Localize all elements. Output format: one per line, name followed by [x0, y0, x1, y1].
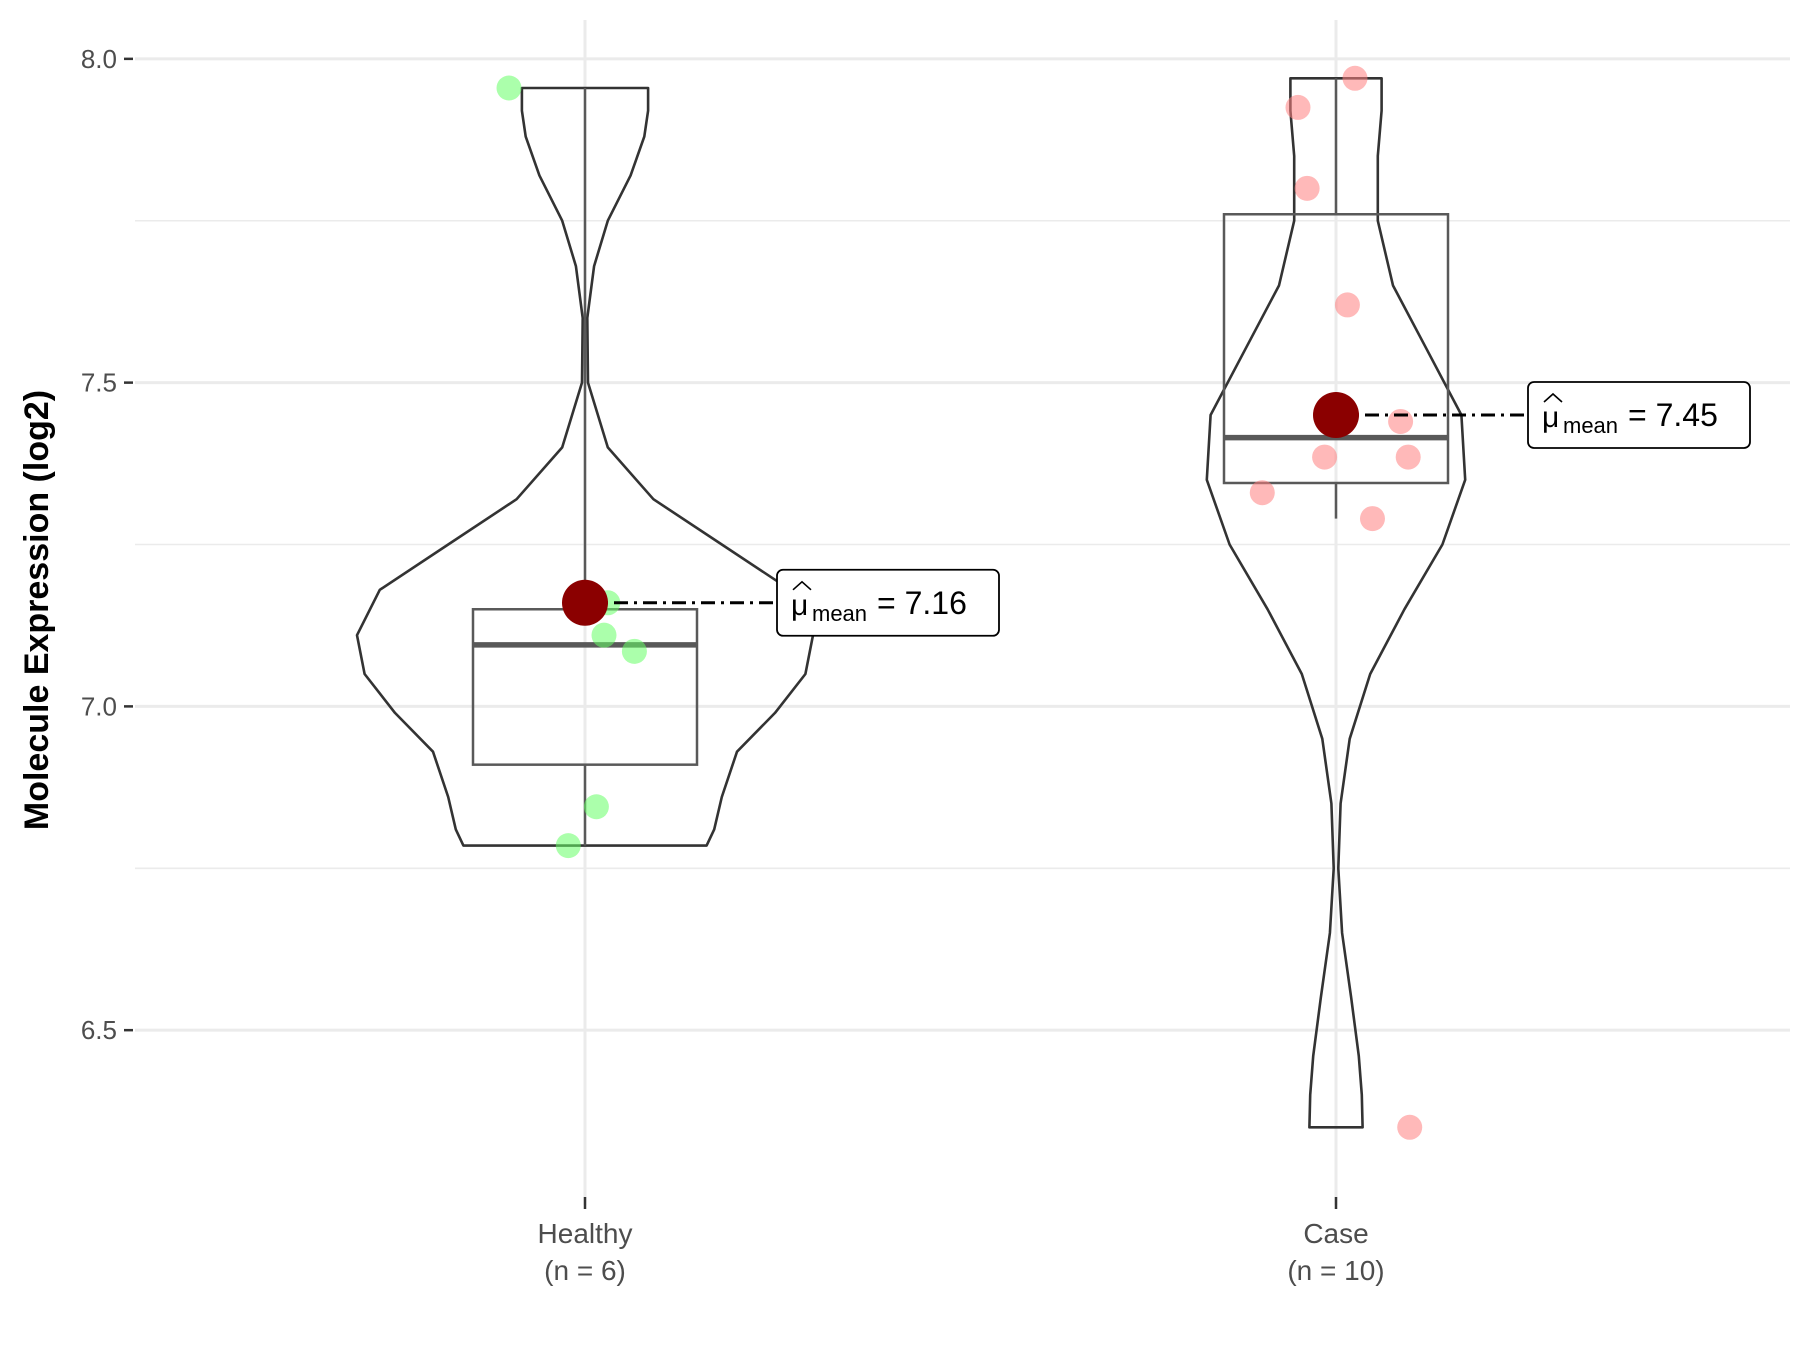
y-tick-label: 7.0 — [81, 691, 117, 721]
data-point — [1334, 292, 1360, 318]
data-point — [1342, 65, 1368, 91]
mean-label-box — [1527, 381, 1751, 449]
y-axis-title: Molecule Expression (log2) — [18, 390, 56, 830]
data-point — [496, 75, 522, 101]
data-point — [1397, 1114, 1423, 1140]
data-point — [591, 622, 617, 648]
mean-symbol: μ — [791, 589, 808, 622]
data-point — [1395, 444, 1421, 470]
data-point — [1312, 444, 1338, 470]
data-point — [1285, 94, 1311, 120]
data-point — [1359, 506, 1385, 532]
x-category-label: Healthy — [538, 1218, 633, 1249]
data-point — [583, 794, 609, 820]
group-case: μ mean = 7.45 — [1205, 65, 1751, 1140]
x-category-label: Case — [1303, 1218, 1368, 1249]
violin-outline — [1205, 77, 1467, 1129]
box-iqr — [1222, 213, 1450, 485]
y-tick-label: 8.0 — [81, 44, 117, 74]
group-healthy: μ mean = 7.16 — [355, 75, 1000, 859]
x-category-count: (n = 10) — [1287, 1255, 1384, 1286]
plot-area: μ mean = 7.16μ mean = 7.45 — [355, 65, 1751, 1140]
mean-value: = 7.45 — [1628, 397, 1718, 433]
mean-subscript: mean — [1563, 413, 1618, 438]
y-tick-label: 6.5 — [81, 1015, 117, 1045]
data-point — [1388, 408, 1414, 434]
data-point — [621, 638, 647, 664]
data-point — [555, 833, 581, 859]
mean-label: μ mean = 7.45 — [1527, 381, 1751, 449]
mean-point — [562, 579, 608, 626]
y-axis: 6.5 7.0 7.5 8.0 — [81, 44, 133, 1045]
x-category-count: (n = 6) — [544, 1255, 626, 1286]
grid-lines — [135, 20, 1790, 1205]
data-point — [1294, 175, 1320, 201]
hat-icon — [1543, 392, 1563, 403]
hat-icon — [792, 580, 812, 591]
mean-label-box — [776, 568, 1000, 637]
mean-point — [1313, 392, 1359, 438]
mean-label: μ mean = 7.16 — [776, 568, 1000, 637]
mean-symbol: μ — [1542, 401, 1559, 434]
data-point — [1249, 480, 1275, 506]
x-axis: Healthy (n = 6) Case (n = 10) — [538, 1197, 1385, 1286]
mean-value: = 7.16 — [877, 585, 967, 621]
y-tick-label: 7.5 — [81, 368, 117, 398]
mean-subscript: mean — [812, 601, 867, 626]
